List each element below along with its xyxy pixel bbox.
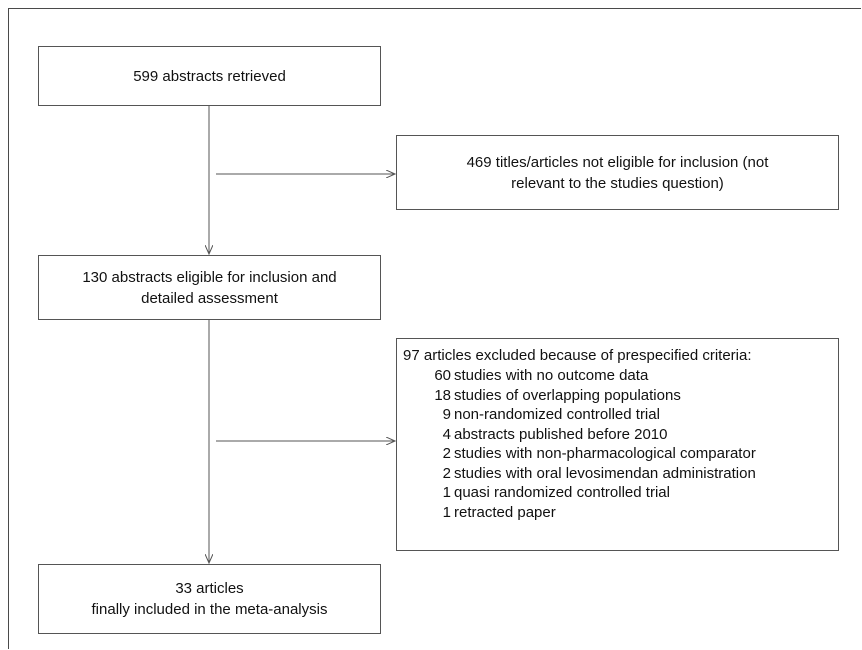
box-abstracts-retrieved-text: 599 abstracts retrieved <box>133 67 286 85</box>
exclusion-reason: 60 studies with no outcome data <box>403 366 838 386</box>
exclusion-reason: 2 studies with non-pharmacological compar… <box>403 444 838 464</box>
exclusion-text: retracted paper <box>454 503 556 521</box>
exclusion-text: abstracts published before 2010 <box>454 425 668 443</box>
exclusion-reason: 9 non-randomized controlled trial <box>403 405 838 425</box>
exclusion-count: 1 <box>442 484 451 501</box>
exclusion-reasons-list: 60 studies with no outcome data 18 studies… <box>403 366 838 522</box>
exclusion-count: 1 <box>442 503 451 521</box>
exclusion-count: 4 <box>442 425 451 443</box>
exclusion-reason: 2 studies with oral levosimendan administ… <box>403 464 838 484</box>
box-articles-excluded: 97 articles excluded because of prespeci… <box>396 338 839 551</box>
exclusion-count: 2 <box>442 464 451 482</box>
exclusion-text: non-randomized controlled trial <box>454 406 660 423</box>
exclusion-reason: 1 retracted paper <box>403 503 838 523</box>
exclusion-text: quasi randomized controlled trial <box>454 484 670 501</box>
exclusion-text: studies of overlapping populations <box>454 386 681 404</box>
box-not-eligible-line-2: relevant to the studies question) <box>511 174 724 192</box>
exclusion-count: 2 <box>442 445 451 462</box>
exclusion-text: studies with non-pharmacological compara… <box>454 445 756 462</box>
box-not-eligible-line-1: 469 titles/articles not eligible for inc… <box>466 153 769 171</box>
box-abstracts-eligible-line-2: detailed assessment <box>141 289 278 307</box>
exclusion-text: studies with oral levosimendan administr… <box>454 464 756 482</box>
exclusion-reason: 18 studies of overlapping populations <box>403 386 838 406</box>
figure-frame <box>8 8 861 649</box>
box-abstracts-eligible-line-1: 130 abstracts eligible for inclusion and <box>82 268 337 286</box>
box-abstracts-eligible: 130 abstracts eligible for inclusion and… <box>38 255 381 320</box>
box-articles-included-line-2: finally included in the meta-analysis <box>91 601 328 618</box>
box-articles-excluded-title: 97 articles excluded because of prespeci… <box>403 347 752 364</box>
exclusion-count: 9 <box>442 406 451 423</box>
exclusion-text: studies with no outcome data <box>454 367 649 384</box>
exclusion-count: 18 <box>434 386 451 404</box>
box-articles-included-line-1: 33 articles <box>175 580 244 597</box>
exclusion-reason: 4 abstracts published before 2010 <box>403 425 838 445</box>
exclusion-reason: 1 quasi randomized controlled trial <box>403 483 838 503</box>
box-abstracts-retrieved: 599 abstracts retrieved <box>38 46 381 106</box>
box-articles-included: 33 articles finally included in the meta… <box>38 564 381 634</box>
box-not-eligible: 469 titles/articles not eligible for inc… <box>396 135 839 210</box>
exclusion-count: 60 <box>434 367 451 384</box>
